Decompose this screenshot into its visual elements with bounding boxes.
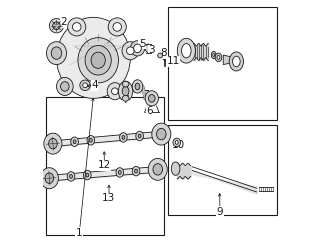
Ellipse shape — [217, 55, 220, 59]
Ellipse shape — [149, 95, 155, 102]
Ellipse shape — [136, 131, 143, 141]
Text: 10: 10 — [171, 140, 185, 150]
Text: 5: 5 — [139, 39, 146, 48]
Ellipse shape — [118, 81, 133, 101]
Ellipse shape — [122, 96, 129, 101]
Ellipse shape — [213, 54, 215, 56]
Ellipse shape — [40, 168, 58, 189]
Ellipse shape — [130, 41, 145, 56]
Ellipse shape — [68, 18, 86, 36]
Ellipse shape — [145, 91, 159, 106]
Circle shape — [113, 23, 122, 31]
Ellipse shape — [134, 44, 141, 53]
Ellipse shape — [153, 164, 162, 175]
Ellipse shape — [87, 136, 95, 145]
Ellipse shape — [122, 86, 129, 96]
Text: 1: 1 — [76, 228, 83, 238]
Text: 2: 2 — [60, 17, 67, 27]
Polygon shape — [223, 55, 233, 65]
Text: 6: 6 — [146, 107, 153, 116]
Ellipse shape — [86, 173, 89, 177]
Circle shape — [158, 53, 162, 58]
Ellipse shape — [157, 128, 166, 140]
Ellipse shape — [120, 133, 127, 142]
Ellipse shape — [107, 83, 123, 100]
Ellipse shape — [211, 51, 216, 59]
Ellipse shape — [51, 47, 62, 59]
Ellipse shape — [182, 44, 191, 58]
Ellipse shape — [46, 42, 67, 65]
Circle shape — [72, 23, 81, 31]
Ellipse shape — [135, 83, 140, 90]
Ellipse shape — [122, 136, 125, 139]
Ellipse shape — [118, 171, 121, 174]
Text: 8: 8 — [160, 48, 167, 58]
Ellipse shape — [84, 170, 91, 180]
Ellipse shape — [78, 38, 118, 83]
Bar — [46, 97, 164, 235]
Ellipse shape — [53, 22, 60, 30]
Ellipse shape — [171, 162, 180, 175]
Text: 11: 11 — [167, 56, 180, 66]
Ellipse shape — [60, 82, 69, 91]
Ellipse shape — [57, 78, 73, 96]
Ellipse shape — [177, 38, 195, 63]
Ellipse shape — [145, 44, 151, 53]
Text: 13: 13 — [102, 193, 115, 204]
Ellipse shape — [91, 52, 105, 68]
Text: 4: 4 — [91, 80, 98, 90]
Ellipse shape — [229, 52, 243, 71]
Text: 3: 3 — [149, 45, 155, 54]
Ellipse shape — [83, 83, 87, 88]
Ellipse shape — [152, 123, 171, 145]
Ellipse shape — [148, 158, 167, 180]
Ellipse shape — [73, 140, 76, 144]
Circle shape — [126, 47, 134, 54]
Ellipse shape — [49, 18, 64, 33]
Ellipse shape — [57, 17, 130, 98]
Ellipse shape — [80, 80, 90, 90]
Ellipse shape — [71, 137, 78, 146]
Ellipse shape — [138, 134, 141, 138]
Ellipse shape — [135, 169, 137, 173]
Ellipse shape — [44, 133, 62, 154]
Ellipse shape — [176, 141, 178, 144]
Text: 7: 7 — [122, 95, 129, 105]
Ellipse shape — [89, 138, 92, 142]
Text: 9: 9 — [216, 207, 223, 216]
Ellipse shape — [215, 53, 222, 62]
Ellipse shape — [122, 42, 139, 60]
Bar — [168, 7, 277, 120]
Ellipse shape — [67, 172, 75, 181]
Ellipse shape — [173, 138, 181, 147]
Ellipse shape — [122, 81, 129, 87]
Ellipse shape — [233, 56, 240, 67]
Ellipse shape — [49, 138, 57, 149]
Ellipse shape — [108, 18, 126, 36]
Text: 12: 12 — [98, 160, 111, 170]
Ellipse shape — [45, 173, 54, 183]
Ellipse shape — [116, 168, 124, 177]
Circle shape — [111, 88, 118, 95]
Ellipse shape — [70, 174, 72, 178]
Bar — [168, 125, 277, 215]
Ellipse shape — [132, 80, 143, 93]
Ellipse shape — [85, 46, 111, 75]
Ellipse shape — [132, 166, 140, 176]
